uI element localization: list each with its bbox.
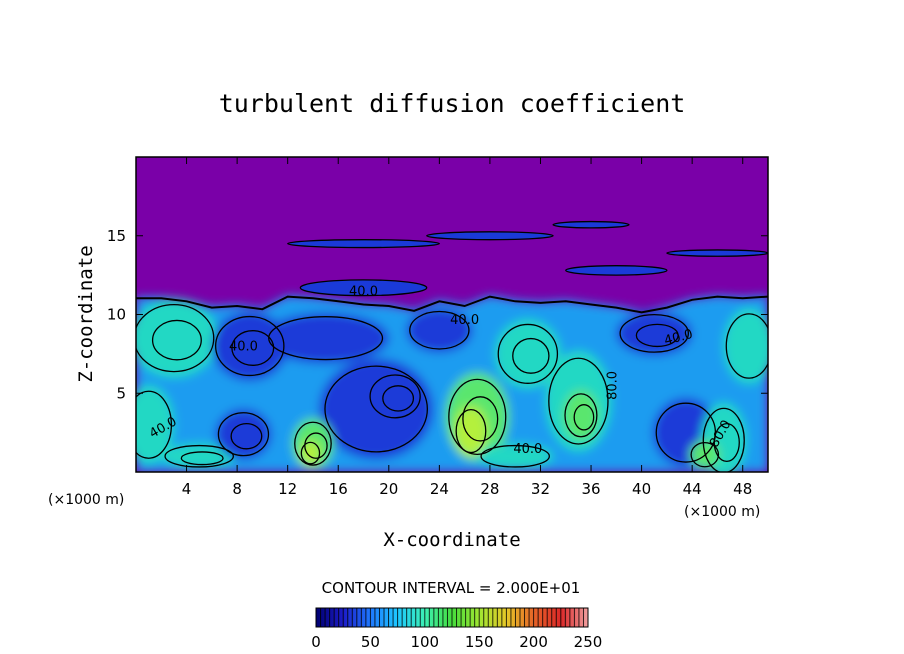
x-tick-label: 16 [329,480,348,498]
y-tick-label: 5 [116,384,126,402]
field-streak [287,239,440,248]
colorbar-tick-label: 50 [361,633,380,651]
contour-label: 40.0 [349,285,378,300]
y-ticks: 5 10 15 [107,227,768,402]
x-tick-label: 4 [182,480,192,498]
x-tick-label: 8 [232,480,242,498]
contour-line [300,441,321,465]
contour-line [635,323,679,348]
x-tick-label: 48 [733,480,752,498]
contour-line [426,231,554,241]
x-tick-label: 32 [531,480,550,498]
contour-line [619,314,690,353]
field-cell [477,443,554,469]
contour-line [548,357,609,445]
contour-line [217,412,270,457]
contour-line [564,393,598,438]
x-tick-label: 24 [430,480,449,498]
contour-line [552,220,630,229]
contour-line [690,441,720,468]
contour-line [324,365,429,453]
contour-line [136,304,215,373]
contour-line [448,378,507,456]
field-cell [406,308,473,353]
colorbar-ticks: 0 50 100 150 200 250 [311,633,602,651]
colorbar: 0 50 100 150 200 250 [311,607,602,651]
colorbar-tick-label: 0 [311,633,321,651]
contour-label: 40.0 [450,313,479,328]
contour-line [382,385,415,412]
field-cell [215,409,272,460]
x-axis-unit-left: (×1000 m) [48,492,124,508]
contour-line [512,337,550,374]
contour-line [231,330,275,366]
contour-line [268,316,384,361]
colorbar-tick-label: 200 [519,633,548,651]
field-streak [666,249,768,257]
field-cell [136,298,219,378]
x-ticks: 4 8 12 16 20 24 28 32 36 40 44 48 [182,157,752,498]
contour-interval: CONTOUR INTERVAL = 2.000E+01 [322,579,581,597]
contour-line [151,319,202,361]
chart-title: turbulent diffusion coefficient [219,89,686,118]
contour-line [299,279,428,297]
contour-line [136,390,173,459]
contour-line [666,249,768,257]
y-tick-label: 10 [107,306,126,324]
field-streak [300,279,427,296]
field-streak [553,221,629,228]
contour-label: 40.0 [229,340,258,355]
field-cell [367,371,423,422]
contour-line [304,432,328,459]
colorbar-tick-label: 250 [574,633,603,651]
contour-line [136,295,768,314]
x-tick-label: 12 [278,480,297,498]
x-tick-label: 28 [480,480,499,498]
contour-label: 40.0 [663,327,695,349]
contour-lines [136,220,768,472]
colorbar-stripes [320,608,584,627]
x-axis-label: X-coordinate [383,529,520,551]
x-tick-label: 40 [632,480,651,498]
contour-line [497,323,559,384]
field-cell [616,311,693,356]
x-tick-label: 20 [379,480,398,498]
contour-line [462,396,499,442]
contour-line [214,315,285,377]
field-streak [426,231,554,240]
contour-line [294,421,332,466]
field-cell [454,405,488,457]
contour-line [369,374,421,419]
plot-area [136,157,768,472]
contour-line [164,444,234,468]
contour-line [409,310,470,350]
field-cell [136,385,174,465]
colorbar-frame [315,607,589,628]
contour-line [230,422,263,450]
field-cell [723,308,768,384]
contour-line [180,451,224,466]
contour-line [287,239,441,249]
field-cell [494,319,561,389]
contour-label: 40.0 [513,442,542,457]
y-tick-label: 15 [107,227,126,245]
diffusion-field [136,157,768,472]
colorbar-tick-label: 100 [410,633,439,651]
x-tick-label: 36 [581,480,600,498]
contour-line [480,444,550,468]
x-tick-label: 44 [683,480,702,498]
contour-line [573,404,595,431]
contour-line [702,407,745,472]
contour-line [565,265,668,276]
contour-line [455,408,487,454]
contour-line [725,313,768,379]
field-streak [565,265,667,276]
x-axis-unit-right: (×1000 m) [684,504,760,520]
contour-label: 80.0 [605,371,620,400]
y-axis-label: Z-coordinate [75,245,97,382]
colorbar-tick-label: 150 [465,633,494,651]
contour-line [713,422,740,463]
field-cell [262,312,389,364]
